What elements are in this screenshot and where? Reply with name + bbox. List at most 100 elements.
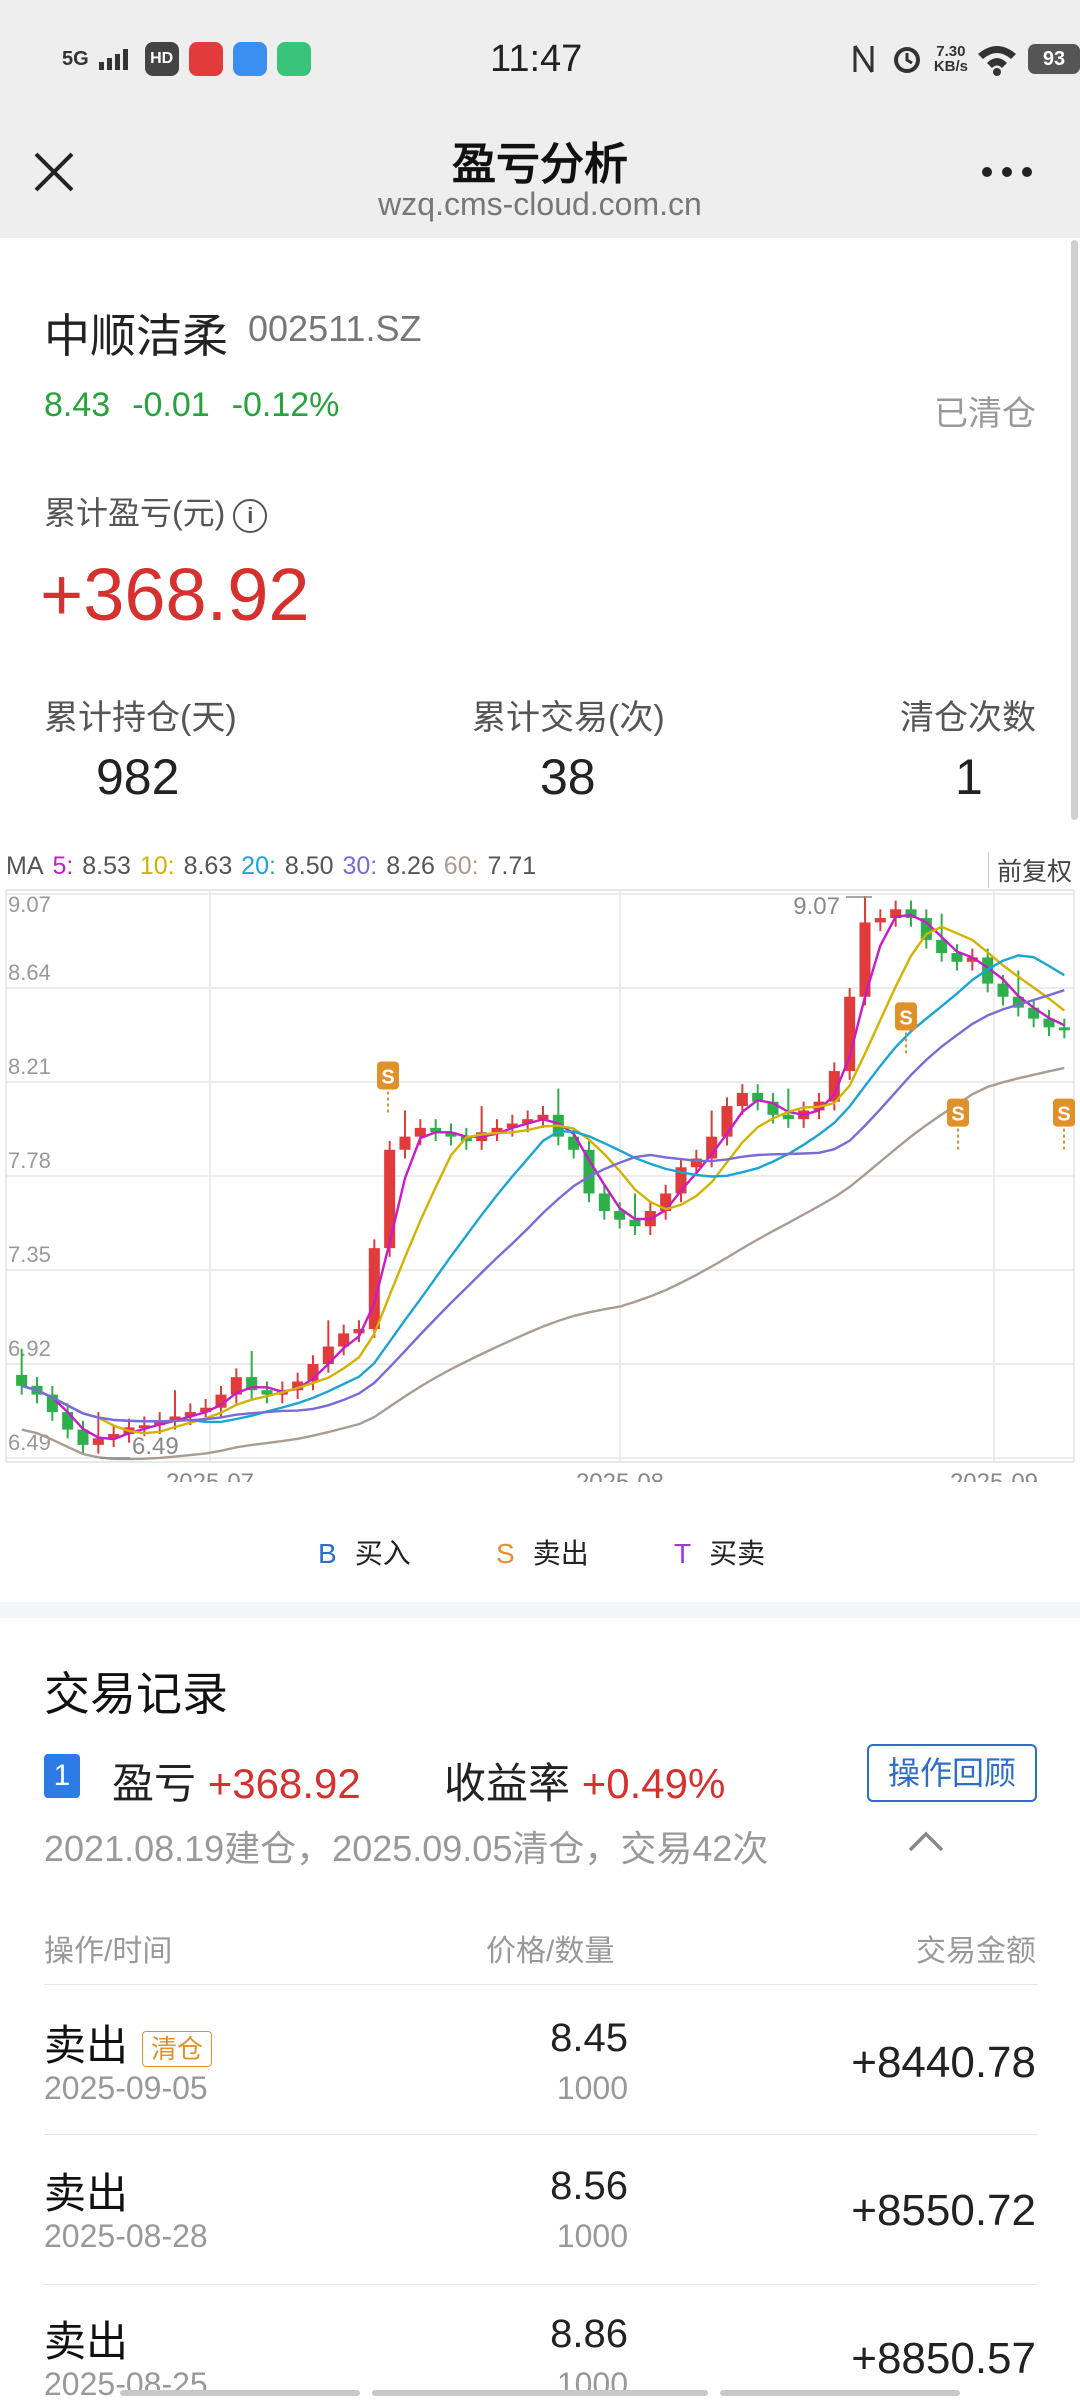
ma-key: 5:	[52, 852, 74, 880]
candle-body	[936, 939, 948, 954]
candle-body	[706, 1136, 718, 1159]
y-tick-label: 6.49	[8, 1430, 51, 1455]
net-speed: 7.30 KB/s	[933, 43, 968, 75]
app-icon-red	[188, 42, 223, 76]
row-price: 8.86	[550, 2312, 628, 2356]
min-price-label: 6.49	[132, 1433, 179, 1460]
candle-body	[583, 1149, 595, 1194]
info-icon[interactable]: i	[233, 498, 268, 533]
row-price: 8.56	[550, 2164, 628, 2208]
header-amount: 交易金额	[916, 1935, 1036, 1968]
status-time: 11:47	[490, 38, 583, 80]
candle-body	[890, 909, 902, 919]
app-icon-blue	[232, 42, 267, 76]
y-tick-label: 7.35	[8, 1242, 51, 1267]
candle-body	[506, 1123, 518, 1128]
status-bar: 5G HD 11:47 7.30 KB/s 93	[0, 0, 1080, 122]
stat-label-holding: 累计持仓(天)	[44, 699, 237, 737]
candle-body	[767, 1101, 779, 1115]
ma-value: 7.71	[480, 852, 537, 880]
position-status: 已清仓	[934, 395, 1036, 433]
candle-body	[16, 1374, 28, 1386]
record-index: 1	[44, 1754, 80, 1798]
ma-prefix: MA	[6, 852, 44, 880]
bottom-bar-segment	[720, 2390, 960, 2396]
row-divider	[44, 1984, 1038, 1985]
candle-body	[399, 1136, 411, 1150]
y-tick-label: 6.92	[8, 1336, 51, 1361]
bottom-bar-segment	[372, 2390, 708, 2396]
sell-marker	[1053, 1098, 1075, 1127]
row-qty: 1000	[556, 2070, 628, 2106]
candle-body	[414, 1127, 426, 1137]
close-icon[interactable]	[30, 148, 78, 196]
clear-tag: 清仓	[142, 2030, 213, 2067]
candle-body	[1058, 1027, 1070, 1031]
x-tick-label: 2025-08	[576, 1469, 664, 1482]
candle-body	[629, 1219, 641, 1227]
row-qty: 1000	[556, 2218, 628, 2254]
ma-key: 30:	[335, 852, 378, 880]
candle-body	[614, 1210, 626, 1220]
row-date: 2025-08-25	[44, 2366, 208, 2402]
alarm-icon	[893, 47, 920, 73]
ma-key: 20:	[234, 852, 276, 880]
stat-label-clear: 清仓次数	[900, 699, 1036, 737]
candle-body	[445, 1132, 457, 1137]
candle-body	[368, 1248, 380, 1330]
scrollbar[interactable]	[1071, 240, 1078, 820]
row-action: 卖出 清仓	[44, 2012, 213, 2073]
sell-marker-label: S	[1057, 1104, 1070, 1126]
candle-body	[598, 1193, 610, 1211]
chevron-up-icon[interactable]	[906, 1826, 946, 1856]
candle-body	[660, 1193, 672, 1211]
review-button[interactable]: 操作回顾	[867, 1744, 1037, 1802]
row-action: 卖出	[44, 2318, 129, 2365]
stat-value-clear: 1	[955, 749, 983, 805]
pl-value: +368.92	[40, 553, 310, 636]
candle-body	[828, 1071, 840, 1102]
ma-bar: MA 5: 8.53 10: 8.63 20: 8.50 30: 8.26 60…	[6, 852, 540, 881]
candle-body	[200, 1407, 212, 1413]
row-date: 2025-09-05	[44, 2070, 208, 2106]
row-divider	[44, 2134, 1038, 2135]
candle-body	[997, 983, 1009, 997]
adjust-button[interactable]: 前复权	[988, 852, 1072, 888]
candle-body	[154, 1420, 166, 1426]
candle-body	[307, 1364, 319, 1382]
candle-body	[844, 996, 856, 1072]
candle-body	[568, 1136, 580, 1150]
stat-label-trades: 累计交易(次)	[472, 699, 665, 737]
record-yield: +0.49%	[581, 1760, 726, 1807]
nfc-icon	[853, 45, 874, 73]
candle-body	[77, 1429, 89, 1445]
nav-bar: 盈亏分析 wzq.cms-cloud.com.cn	[0, 122, 1080, 238]
kline-chart[interactable]: 9.07 8.64 8.21 7.78 7.35 6.92 6.49 2025-07 2025-…	[0, 882, 1080, 1482]
ma-line	[21, 1066, 1065, 1461]
ma-value: 8.50	[277, 852, 334, 880]
row-amount: +8850.57	[851, 2334, 1036, 2383]
candle-body	[1028, 1007, 1040, 1019]
legend-buy: B 买入	[318, 1538, 411, 1569]
candle-body	[905, 909, 917, 919]
candle-body	[384, 1149, 396, 1249]
legend-buy-letter: B	[318, 1538, 337, 1569]
legend-both: T 买卖	[674, 1538, 766, 1569]
stat-value-holding: 982	[96, 749, 180, 805]
candle-body	[322, 1346, 334, 1364]
row-amount: +8550.72	[851, 2186, 1036, 2235]
status-right-icons: 7.30 KB/s 93	[850, 40, 1080, 78]
candle-body	[966, 957, 978, 962]
row-action: 卖出	[44, 2170, 129, 2217]
row-qty: 1000	[556, 2366, 628, 2402]
bottom-bar-segment	[120, 2390, 360, 2396]
candle-body	[1043, 1018, 1055, 1028]
candle-body	[491, 1127, 503, 1133]
sell-marker	[947, 1098, 969, 1127]
max-price-label: 9.07	[793, 893, 840, 920]
row-amount: +8440.78	[851, 2038, 1036, 2087]
sell-marker-label: S	[899, 1007, 912, 1029]
more-icon[interactable]	[980, 152, 1034, 192]
header-price: 价格/数量	[486, 1935, 615, 1968]
candle-body	[62, 1412, 74, 1430]
